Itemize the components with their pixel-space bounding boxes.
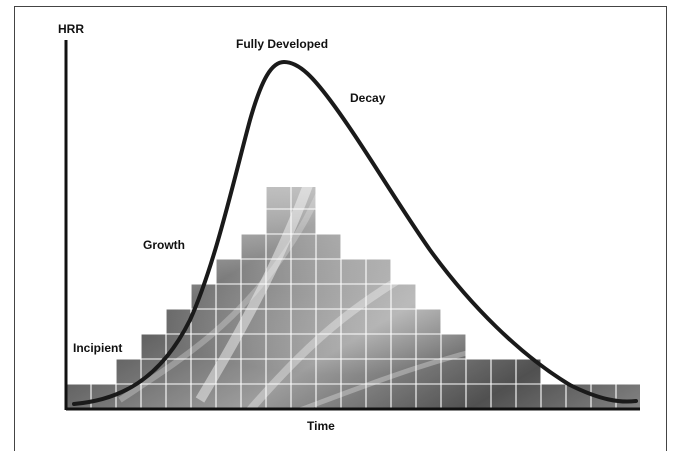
hrr-curve: [72, 59, 638, 406]
stage-label-incipient: Incipient: [73, 341, 122, 355]
stage-label-growth: Growth: [143, 238, 185, 252]
stage-label-fully-developed: Fully Developed: [236, 37, 328, 51]
y-axis-label: HRR: [58, 22, 84, 36]
x-axis-label: Time: [307, 419, 335, 433]
stage-label-decay: Decay: [350, 91, 386, 105]
